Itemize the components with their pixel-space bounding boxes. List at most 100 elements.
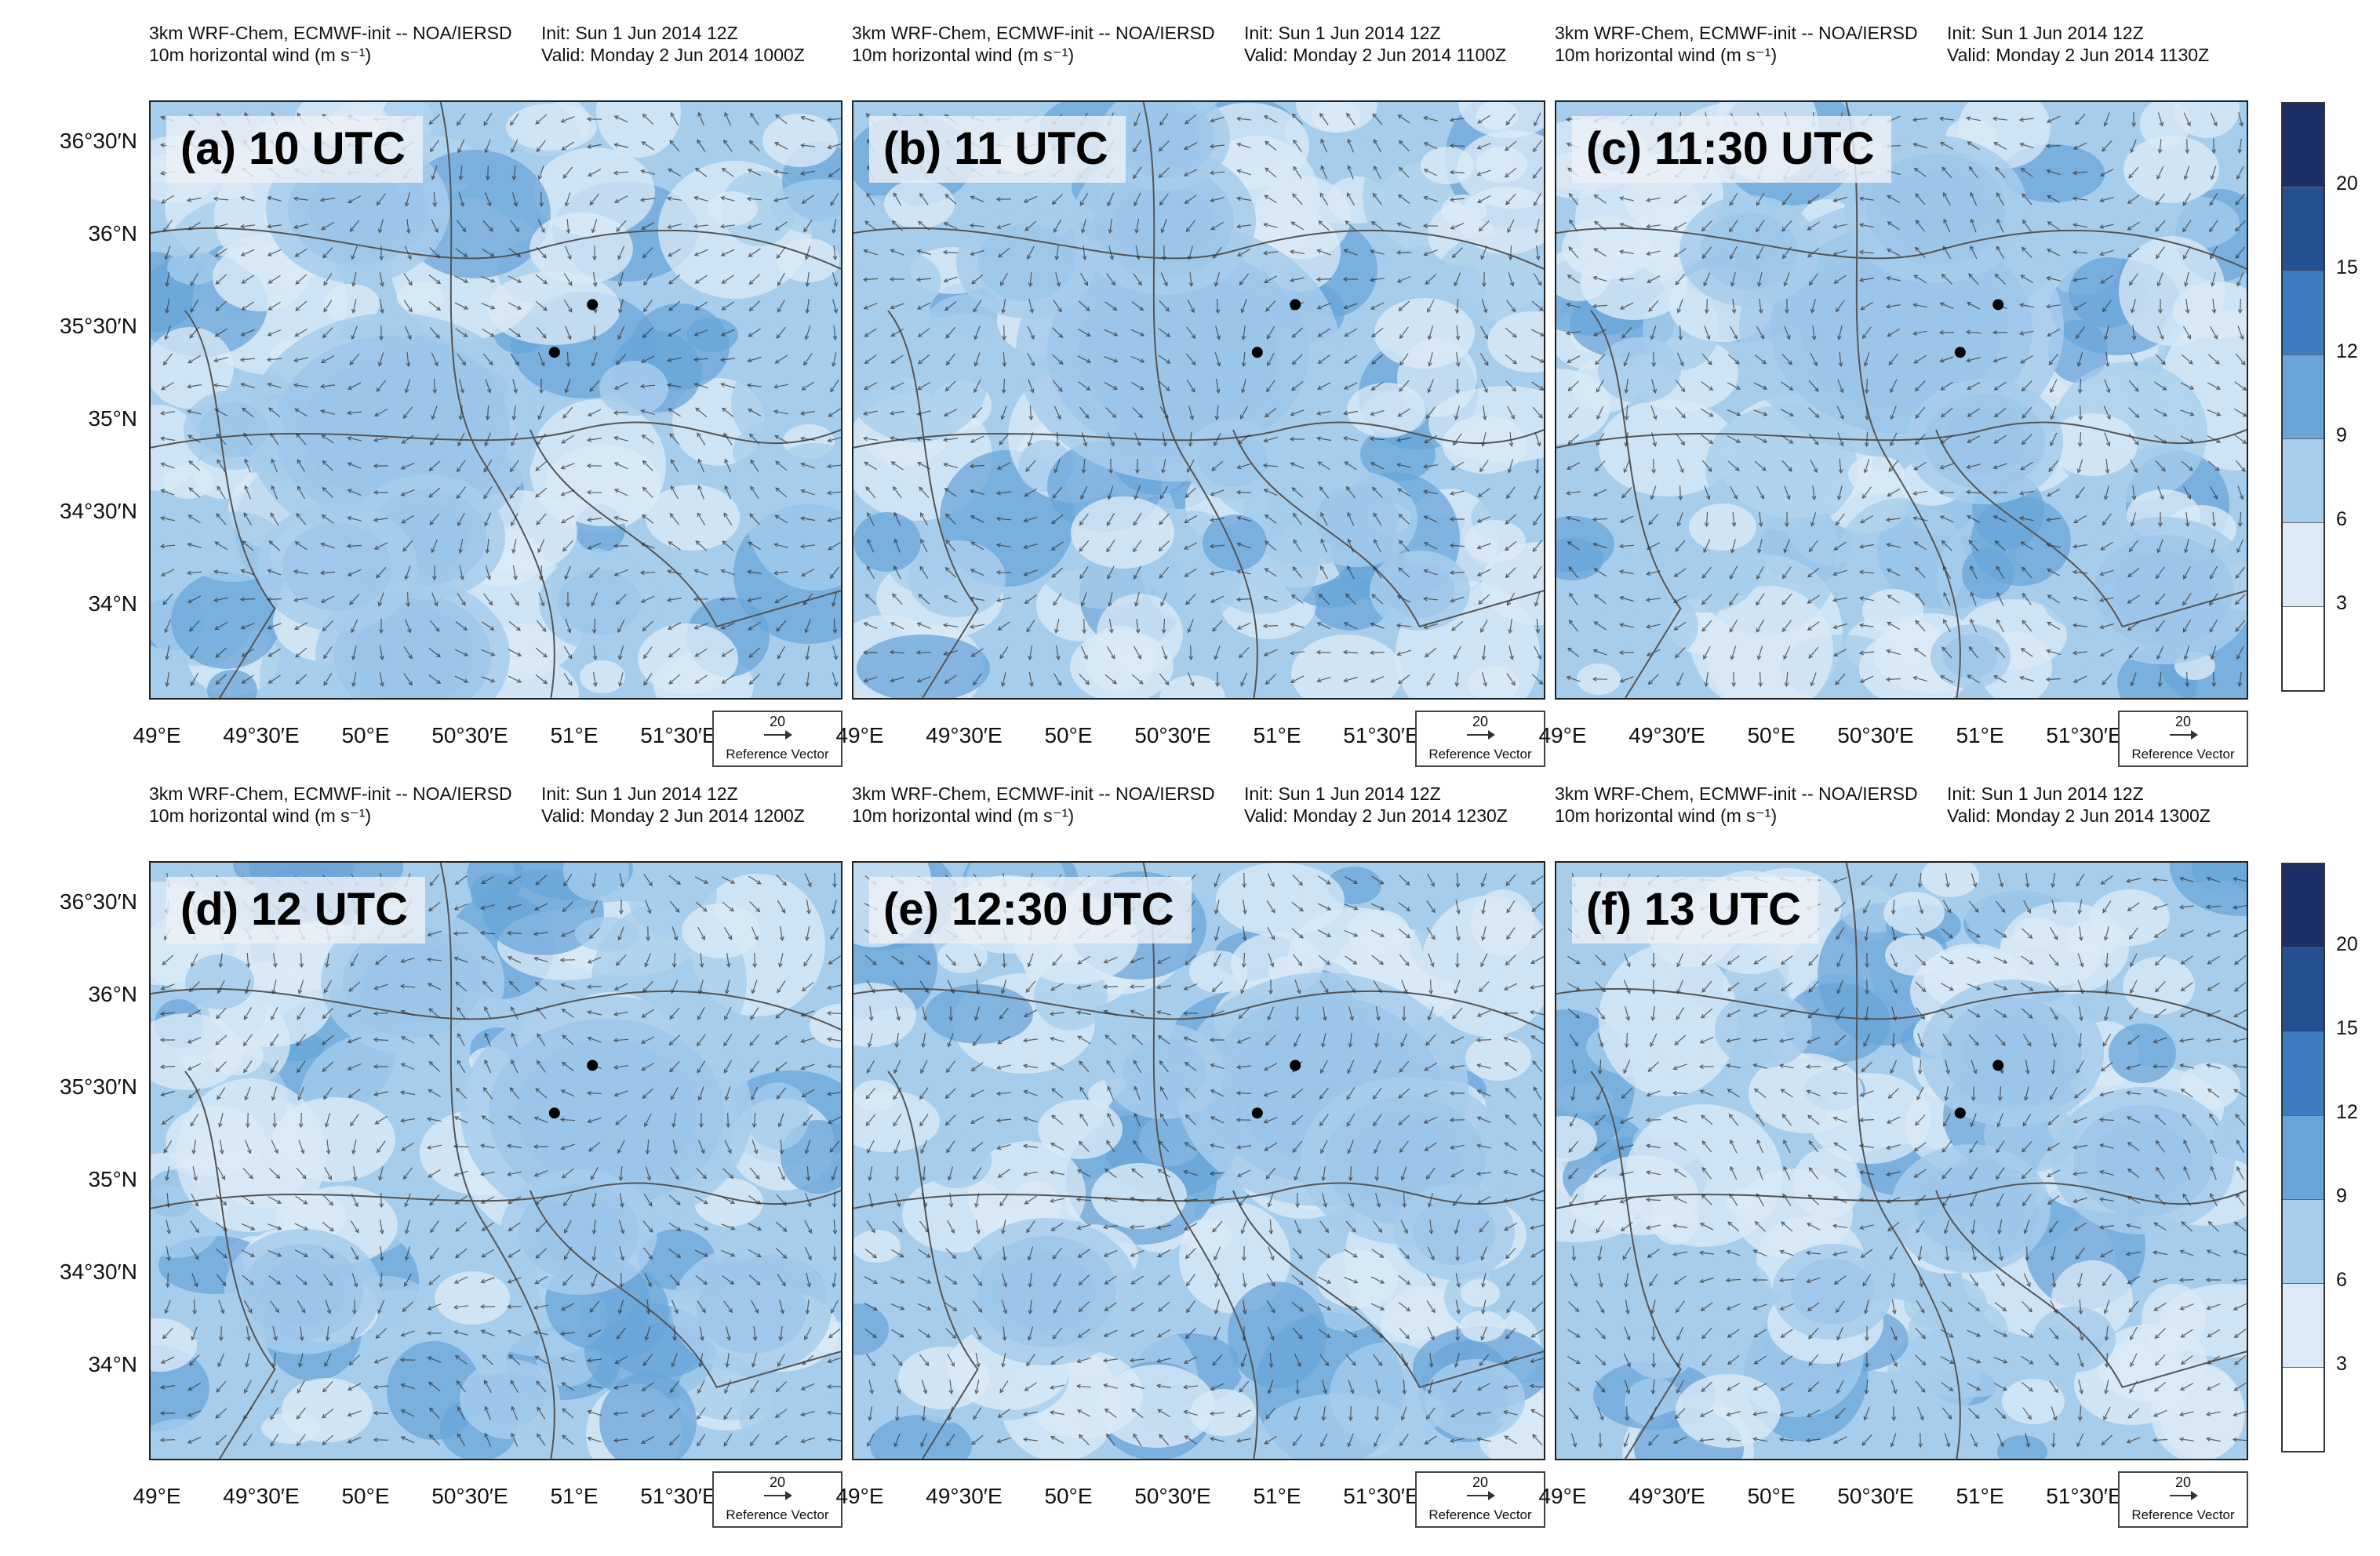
colorbar-segment	[2283, 104, 2324, 187]
x-tick-label: 50°E	[1044, 1484, 1093, 1508]
reference-vector-box: 20 Reference Vector	[2118, 711, 2248, 767]
arrow-right-icon	[764, 730, 792, 740]
reference-vector-box: 20 Reference Vector	[1415, 1471, 1545, 1528]
reference-vector-label: Reference Vector	[2131, 747, 2235, 762]
colorbar	[2281, 863, 2325, 1452]
reference-vector-label: Reference Vector	[726, 747, 829, 762]
wind-speed-map: (c) 11:30 UTC	[1555, 100, 2248, 700]
x-tick-label: 49°E	[835, 1484, 884, 1508]
y-tick-label: 34°N	[88, 1352, 137, 1376]
x-tick-label: 50°E	[341, 723, 390, 747]
panel-label: (a) 10 UTC	[166, 116, 423, 183]
x-tick-label: 51°E	[1253, 1484, 1301, 1508]
colorbar-label: 3	[2336, 592, 2347, 614]
arrow-right-icon	[1467, 730, 1495, 740]
y-tick-label: 34°30′N	[60, 499, 137, 523]
x-tick-label: 49°30′E	[223, 1484, 300, 1508]
panel-header-model: 3km WRF-Chem, ECMWF-init -- NOA/IERSD Ini…	[852, 23, 1441, 43]
colorbar-segment	[2283, 522, 2324, 606]
x-tick-label: 50°30′E	[431, 1484, 508, 1508]
x-tick-label: 50°E	[1747, 1484, 1796, 1508]
wind-speed-map: (b) 11 UTC	[852, 100, 1545, 700]
x-tick-label: 51°E	[1253, 723, 1301, 747]
x-tick-label: 51°30′E	[2046, 1484, 2123, 1508]
panel-label: (d) 12 UTC	[166, 877, 425, 943]
panel-header-variable: 10m horizontal wind (m s⁻¹) Valid: Monday…	[852, 45, 1507, 65]
colorbar-label: 3	[2336, 1353, 2347, 1375]
x-tick-label: 51°30′E	[1343, 1484, 1420, 1508]
reference-vector-value: 20	[1472, 1474, 1489, 1490]
colorbar-segment	[2283, 354, 2324, 438]
wind-speed-map: (a) 10 UTC	[149, 100, 842, 700]
colorbar-segment	[2283, 187, 2324, 271]
x-tick-label: 49°30′E	[223, 723, 300, 747]
panel-label: (e) 12:30 UTC	[869, 877, 1192, 943]
y-tick-label: 34°30′N	[60, 1260, 137, 1284]
arrow-right-icon	[1467, 1491, 1495, 1500]
y-tick-label: 35°N	[88, 1167, 137, 1191]
colorbar-segment	[2283, 1199, 2324, 1283]
panel-header-model: 3km WRF-Chem, ECMWF-init -- NOA/IERSD Ini…	[149, 23, 738, 43]
arrow-right-icon	[2170, 1491, 2198, 1500]
arrow-right-icon	[2170, 730, 2198, 740]
reference-vector-box: 20 Reference Vector	[2118, 1471, 2248, 1528]
y-tick-label: 36°N	[88, 982, 137, 1006]
x-tick-label: 49°E	[1538, 1484, 1587, 1508]
colorbar-label: 9	[2336, 424, 2347, 446]
x-tick-label: 49°30′E	[926, 1484, 1003, 1508]
reference-vector-label: Reference Vector	[1428, 747, 1532, 762]
x-tick-label: 49°E	[1538, 723, 1587, 747]
x-tick-label: 51°E	[550, 1484, 599, 1508]
panel-label: (b) 11 UTC	[869, 116, 1126, 183]
x-tick-label: 51°30′E	[2046, 723, 2123, 747]
colorbar-segment	[2283, 271, 2324, 354]
x-tick-label: 49°E	[133, 723, 181, 747]
y-tick-label: 36°N	[88, 221, 137, 245]
colorbar-segment	[2283, 606, 2324, 690]
reference-vector-value: 20	[769, 1474, 786, 1490]
reference-vector-box: 20 Reference Vector	[712, 1471, 842, 1528]
x-tick-label: 49°30′E	[1629, 1484, 1705, 1508]
x-tick-label: 50°E	[1747, 723, 1796, 747]
panel-label: (c) 11:30 UTC	[1572, 116, 1892, 183]
panel-header-variable: 10m horizontal wind (m s⁻¹) Valid: Monday…	[1555, 45, 2210, 65]
colorbar-segment	[2283, 864, 2324, 947]
x-tick-label: 49°E	[835, 723, 884, 747]
reference-vector-value: 20	[769, 714, 786, 729]
panel-header-variable: 10m horizontal wind (m s⁻¹) Valid: Monday…	[1555, 805, 2211, 826]
panel-header-variable: 10m horizontal wind (m s⁻¹) Valid: Monday…	[149, 45, 805, 65]
panel-header-model: 3km WRF-Chem, ECMWF-init -- NOA/IERSD Ini…	[1555, 23, 2144, 43]
reference-vector-label: Reference Vector	[2131, 1507, 2235, 1522]
x-tick-label: 50°E	[1044, 723, 1093, 747]
panel-header-variable: 10m horizontal wind (m s⁻¹) Valid: Monday…	[852, 805, 1508, 826]
reference-vector-value: 20	[1472, 714, 1489, 729]
colorbar-segment	[2283, 1031, 2324, 1115]
x-tick-label: 50°30′E	[1134, 1484, 1211, 1508]
colorbar	[2281, 102, 2325, 692]
x-tick-label: 50°30′E	[431, 723, 508, 747]
y-tick-label: 35°30′N	[60, 314, 137, 338]
reference-vector-value: 20	[2174, 714, 2192, 729]
colorbar-segment	[2283, 438, 2324, 522]
wind-speed-map: (e) 12:30 UTC	[852, 861, 1545, 1460]
colorbar-segment	[2283, 947, 2324, 1031]
colorbar-label: 6	[2336, 1269, 2347, 1291]
reference-vector-label: Reference Vector	[1428, 1507, 1532, 1522]
colorbar-label: 20	[2336, 933, 2358, 955]
wind-speed-map: (d) 12 UTC	[149, 861, 842, 1460]
panel-header-model: 3km WRF-Chem, ECMWF-init -- NOA/IERSD Ini…	[1555, 783, 2144, 804]
y-tick-label: 35°N	[88, 406, 137, 431]
x-tick-label: 51°E	[550, 723, 599, 747]
x-tick-label: 50°30′E	[1134, 723, 1211, 747]
colorbar-label: 6	[2336, 508, 2347, 530]
colorbar-label: 15	[2336, 1017, 2358, 1039]
reference-vector-box: 20 Reference Vector	[1415, 711, 1545, 767]
x-tick-label: 51°30′E	[640, 723, 717, 747]
panel-header-model: 3km WRF-Chem, ECMWF-init -- NOA/IERSD Ini…	[149, 783, 738, 804]
colorbar-label: 12	[2336, 340, 2358, 362]
reference-vector-box: 20 Reference Vector	[712, 711, 842, 767]
reference-vector-label: Reference Vector	[726, 1507, 829, 1522]
x-tick-label: 50°E	[341, 1484, 390, 1508]
x-tick-label: 49°E	[133, 1484, 181, 1508]
y-tick-label: 36°30′N	[60, 129, 137, 153]
